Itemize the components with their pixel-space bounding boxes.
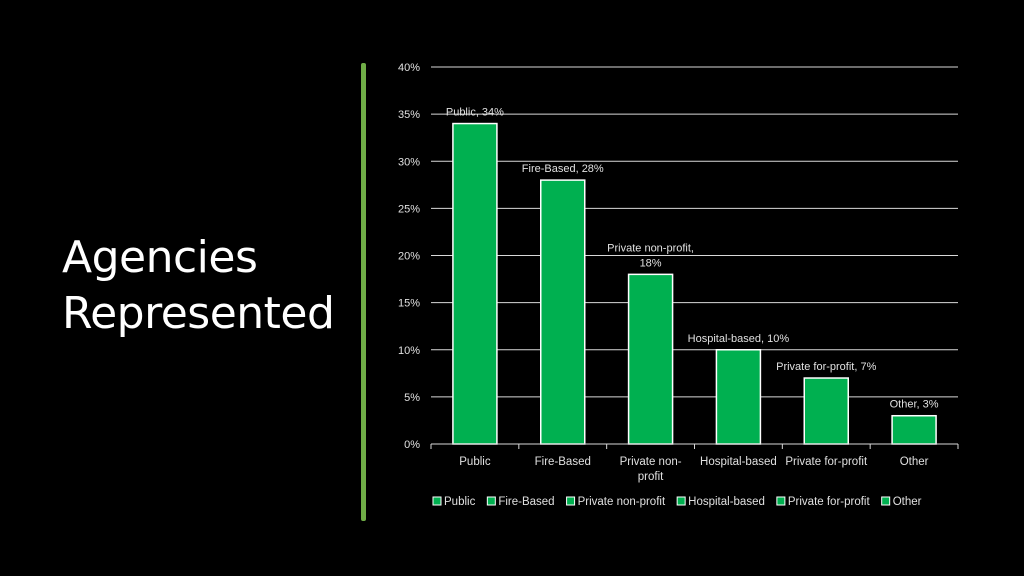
- data-label: Other, 3%: [890, 399, 939, 411]
- slide-title: Agencies Represented: [62, 230, 335, 342]
- legend-swatch: [566, 496, 576, 506]
- bar-public: [452, 122, 498, 445]
- slide-title-line-2: Represented: [62, 288, 335, 339]
- y-tick-label: 5%: [404, 392, 420, 404]
- category-label: Hospital-based: [700, 456, 777, 468]
- accent-bar: [361, 63, 366, 521]
- category-label: Fire-Based: [535, 456, 591, 468]
- x-axis: Public Fire-Based Private non-profit Hospit…: [430, 443, 959, 483]
- bar-private-for-profit: [803, 377, 849, 445]
- data-label: Private for-profit, 7%: [776, 361, 876, 373]
- legend-label: Fire-Based: [498, 496, 554, 508]
- data-label: Fire-Based, 28%: [522, 163, 604, 175]
- data-label: Private non-profit,: [607, 242, 694, 254]
- category-label: Private for-profit: [785, 456, 868, 468]
- category-label: Other: [900, 456, 929, 468]
- legend-swatch: [676, 496, 686, 506]
- category-label: profit: [638, 471, 664, 483]
- bar-hospital-based: [715, 349, 762, 445]
- legend-swatch: [776, 496, 786, 506]
- y-tick-label: 10%: [398, 345, 420, 357]
- category-label: Public: [459, 456, 491, 468]
- y-tick-label: 35%: [398, 109, 420, 121]
- bar-private-non-profit: [627, 273, 674, 445]
- category-label: Private non-: [620, 456, 682, 468]
- y-tick-label: 15%: [398, 298, 420, 310]
- slide-title-line-1: Agencies: [62, 232, 258, 283]
- y-tick-label: 25%: [398, 203, 420, 215]
- legend-label: Hospital-based: [688, 496, 765, 508]
- y-tick-label: 30%: [398, 156, 420, 168]
- bar-fire-based: [540, 179, 586, 445]
- legend-swatch: [486, 496, 496, 506]
- gridlines: [431, 66, 958, 445]
- data-label: Public, 34%: [446, 107, 504, 119]
- legend: Public Fire-Based Private non-profit Hospit…: [432, 496, 922, 508]
- data-label: 18%: [640, 257, 662, 269]
- legend-swatch: [881, 496, 891, 506]
- data-labels: Public, 34% Fire-Based, 28% Private non-pr…: [446, 107, 939, 411]
- y-tick-label: 40%: [398, 62, 420, 74]
- data-label: Hospital-based, 10%: [688, 333, 790, 345]
- legend-label: Private non-profit: [578, 496, 666, 508]
- y-axis-tick-labels: 0% 5% 10% 15% 20% 25% 30% 35% 40%: [398, 62, 420, 451]
- bars: [452, 122, 937, 445]
- legend-swatch: [432, 496, 442, 506]
- legend-label: Private for-profit: [788, 496, 871, 508]
- legend-label: Other: [893, 496, 922, 508]
- legend-label: Public: [444, 496, 476, 508]
- bar-other: [891, 414, 937, 445]
- y-tick-label: 20%: [398, 251, 420, 263]
- y-tick-label: 0%: [404, 439, 420, 451]
